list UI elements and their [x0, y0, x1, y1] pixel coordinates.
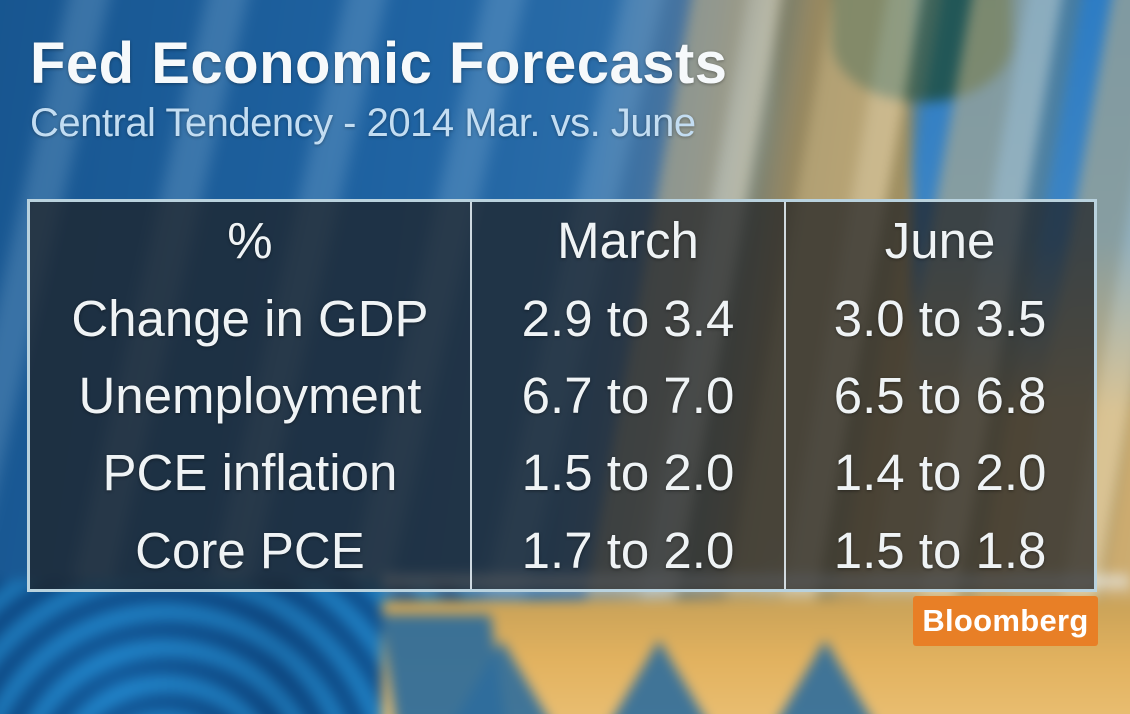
march-value-gdp: 2.9 to 3.4	[521, 289, 735, 347]
row-label-core-pce: Core PCE	[135, 521, 365, 579]
table-column-march: March 2.9 to 3.4 6.7 to 7.0 1.5 to 2.0 1…	[469, 202, 784, 589]
page-subtitle: Central Tendency - 2014 Mar. vs. June	[30, 101, 696, 145]
table-column-june: June 3.0 to 3.5 6.5 to 6.8 1.4 to 2.0 1.…	[784, 202, 1094, 589]
row-label-gdp: Change in GDP	[71, 289, 429, 347]
column-header-march: March	[557, 212, 699, 270]
bloomberg-logo: Bloomberg	[913, 596, 1098, 646]
page-title: Fed Economic Forecasts	[30, 31, 728, 96]
column-header-june: June	[884, 212, 996, 270]
column-header-unit: %	[227, 212, 273, 270]
june-value-gdp: 3.0 to 3.5	[833, 289, 1047, 347]
bloomberg-logo-label: Bloomberg	[922, 603, 1089, 638]
row-label-pce-inflation: PCE inflation	[102, 444, 398, 502]
row-label-unemployment: Unemployment	[78, 366, 422, 424]
june-value-pce-inflation: 1.4 to 2.0	[833, 444, 1047, 502]
june-value-core-pce: 1.5 to 1.8	[833, 521, 1047, 579]
march-value-unemployment: 6.7 to 7.0	[521, 366, 735, 424]
forecast-table: % Change in GDP Unemployment PCE inflati…	[27, 199, 1097, 592]
march-value-pce-inflation: 1.5 to 2.0	[521, 444, 735, 502]
table-column-labels: % Change in GDP Unemployment PCE inflati…	[30, 202, 470, 589]
march-value-core-pce: 1.7 to 2.0	[521, 521, 735, 579]
june-value-unemployment: 6.5 to 6.8	[833, 366, 1047, 424]
